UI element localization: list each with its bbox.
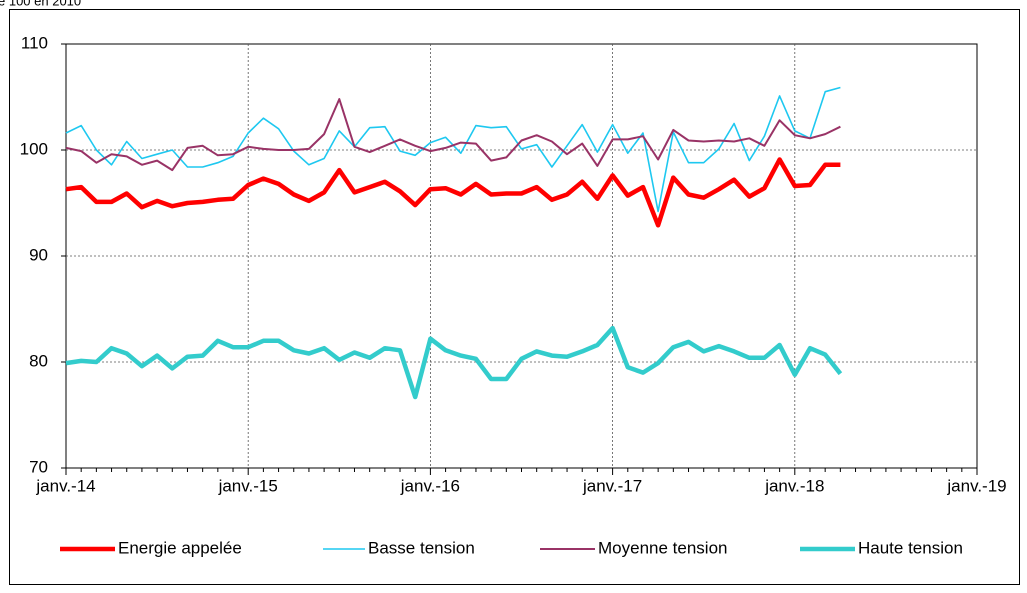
x-tick-label: janv.-18 [764, 476, 824, 495]
series-line [65, 98, 841, 172]
legend-label: Haute tension [858, 538, 963, 557]
chart-frame [9, 9, 1020, 585]
x-tick-label: janv.-19 [946, 476, 1006, 495]
y-tick-label: 110 [21, 33, 48, 52]
y-tick-label: 70 [29, 457, 48, 476]
x-tick-label: janv.-17 [582, 476, 642, 495]
legend-label: Moyenne tension [598, 538, 727, 557]
y-tick-label: 90 [29, 245, 48, 264]
x-tick-label: janv.-14 [35, 476, 95, 495]
series-line [65, 157, 841, 228]
x-tick-label: janv.-15 [218, 476, 278, 495]
x-tick-label: janv.-16 [400, 476, 460, 495]
y-tick-label: 80 [29, 351, 48, 370]
legend-label: Basse tension [368, 538, 475, 557]
y-tick-label: 100 [20, 139, 48, 158]
legend-label: Energie appelée [118, 538, 242, 557]
series-line [65, 325, 843, 400]
chart-subtitle: e 100 en 2010 [0, 0, 81, 8]
